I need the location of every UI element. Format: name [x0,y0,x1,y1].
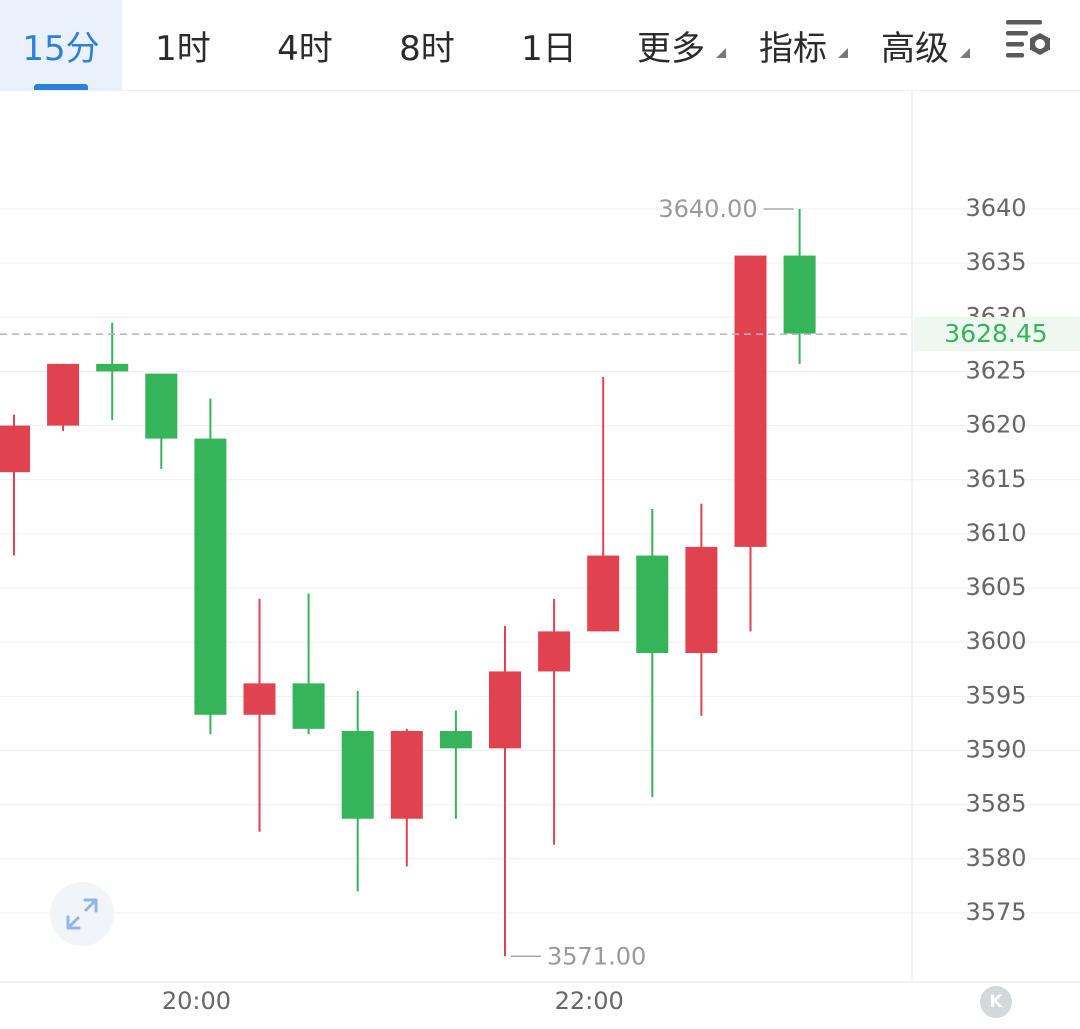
tab-4h[interactable]: 4时 [244,0,366,90]
tab-label: 指标 [759,28,827,69]
candle-body[interactable] [636,555,669,654]
tab-indicators[interactable]: 指标 [732,0,854,90]
max-price-label: 3640.00 [658,195,757,223]
y-tick-label: 3575 [965,898,1026,926]
active-tab-indicator [34,84,88,90]
candle-body[interactable] [341,731,374,819]
candle-body[interactable] [96,363,129,372]
tab-15min[interactable]: 15分 [0,0,122,90]
y-tick-label: 3635 [965,248,1026,276]
y-tick-label: 3610 [965,519,1026,547]
tab-label: 15分 [22,28,100,69]
y-tick-label: 3590 [965,736,1026,764]
tab-1d[interactable]: 1日 [488,0,610,90]
min-price-label: 3571.00 [547,942,646,970]
candle-body[interactable] [243,683,276,715]
current-price-badge [914,317,1080,352]
dropdown-triangle-icon [716,48,726,58]
candle-body[interactable] [194,438,227,715]
candle-body[interactable] [538,631,571,672]
x-tick-label: 22:00 [555,987,624,1015]
tab-8h[interactable]: 8时 [366,0,488,90]
tab-label: 1日 [521,28,577,69]
y-tick-label: 3620 [965,411,1026,439]
candle-body[interactable] [292,683,325,729]
y-tick-label: 3585 [965,790,1026,818]
dropdown-triangle-icon [960,48,970,58]
tab-label: 4时 [277,28,333,69]
dropdown-triangle-icon [838,48,848,58]
y-tick-label: 3605 [965,573,1026,601]
tab-label: 8时 [399,28,455,69]
candlestick-chart[interactable]: 3640363536303625362036153610360536003595… [0,90,1080,1029]
candle-body[interactable] [390,731,423,819]
y-tick-label: 3640 [965,194,1026,222]
candle-body[interactable] [145,373,178,439]
candle-body[interactable] [783,255,816,334]
y-tick-label: 3580 [965,844,1026,872]
candle-body[interactable] [439,731,472,749]
candle-body[interactable] [734,255,767,547]
x-tick-label: 20:00 [162,987,231,1015]
candle-body[interactable] [47,363,80,426]
y-tick-label: 3600 [965,627,1026,655]
timeframe-toolbar: 15分 1时 4时 8时 1日 更多 指标 高级 [0,0,1080,91]
candle-body[interactable] [489,671,521,749]
candle-body[interactable] [0,425,30,473]
expand-icon [66,898,98,930]
current-price-label: 3628.45 [944,319,1047,348]
y-tick-label: 3615 [965,465,1026,493]
chart-settings-button[interactable] [1000,14,1060,74]
candle-body[interactable] [685,546,718,654]
tab-label: 更多 [637,28,705,69]
chart-settings-icon [1006,20,1050,58]
tab-label: 1时 [155,28,211,69]
tab-label: 高级 [881,28,949,69]
tab-advanced[interactable]: 高级 [854,0,976,90]
candle-body[interactable] [587,555,620,632]
expand-chart-button[interactable] [50,882,114,946]
k-line-toggle-button[interactable]: K [980,986,1012,1018]
y-tick-label: 3625 [965,356,1026,384]
tab-more[interactable]: 更多 [610,0,732,90]
tab-1h[interactable]: 1时 [122,0,244,90]
y-tick-label: 3595 [965,681,1026,709]
